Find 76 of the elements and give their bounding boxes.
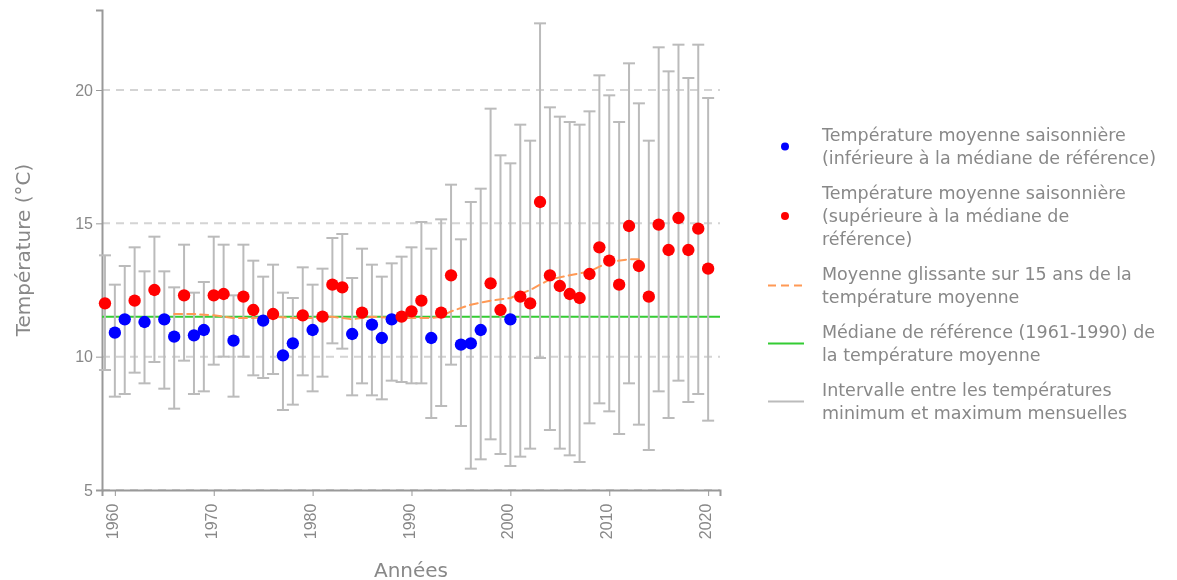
point <box>464 337 477 350</box>
legend-label: Médiane de référence (1961-1990) de la température moyenne <box>822 322 1156 365</box>
point <box>336 281 349 294</box>
point <box>593 241 606 254</box>
point <box>622 219 636 233</box>
x-tick-label: 1970 <box>202 503 220 540</box>
point <box>108 326 122 339</box>
x-tick-label: 2020 <box>697 503 715 540</box>
point <box>514 290 527 303</box>
point <box>543 269 557 282</box>
point <box>395 310 408 323</box>
point <box>276 349 290 362</box>
point <box>316 310 329 323</box>
point <box>662 243 675 257</box>
point <box>365 318 379 331</box>
point <box>187 329 201 342</box>
point <box>672 211 685 225</box>
point <box>355 306 369 319</box>
point <box>286 337 300 350</box>
point <box>494 303 507 317</box>
point <box>118 313 131 326</box>
point <box>533 195 547 209</box>
point <box>128 294 141 307</box>
point <box>474 323 487 337</box>
y-tick-label: 15 <box>75 214 94 232</box>
x-axis-title: Années <box>373 558 449 580</box>
point <box>197 323 211 337</box>
point <box>237 290 250 303</box>
point <box>444 269 458 282</box>
legend-label: Température moyenne saisonnière (supérieure à la médiane de référence) <box>821 183 1126 249</box>
point <box>583 267 596 281</box>
point <box>415 294 428 307</box>
text: Intervalle entre les températures minimum et maximum mensuelles <box>822 380 1128 423</box>
point <box>652 218 665 231</box>
legend-label: Température moyenne saisonnière (inférieure à la médiane de référence) <box>821 125 1156 168</box>
point <box>168 330 181 343</box>
point <box>523 297 537 310</box>
y-tick-label: 10 <box>75 348 94 366</box>
point <box>603 254 616 267</box>
point <box>553 279 566 293</box>
x-tick-label: 2000 <box>499 503 517 540</box>
point <box>573 291 586 305</box>
y-tick-label: 20 <box>75 81 94 99</box>
x-tick-label: 2010 <box>598 503 616 540</box>
x-tick-label: 1990 <box>400 503 418 540</box>
point <box>158 313 171 326</box>
point <box>345 327 359 341</box>
legend-label: Moyenne glissante sur 15 ans de la température moyenne <box>822 264 1132 307</box>
point <box>217 287 230 301</box>
point <box>434 306 448 319</box>
point <box>375 331 389 345</box>
point <box>504 313 517 326</box>
point <box>692 222 705 235</box>
x-tick-label: 1980 <box>301 503 319 540</box>
point <box>701 262 715 275</box>
y-axis-title: Température (°C) <box>11 163 35 338</box>
point <box>484 277 497 290</box>
point <box>227 334 240 347</box>
point <box>563 287 576 301</box>
point <box>138 315 151 329</box>
x-tick-label: 1960 <box>103 503 121 540</box>
y-tick-label: 5 <box>84 481 94 499</box>
point <box>405 305 418 318</box>
point <box>256 314 270 327</box>
point <box>642 290 655 303</box>
point <box>247 303 260 317</box>
point <box>612 278 626 291</box>
point <box>682 243 695 257</box>
point <box>98 297 112 310</box>
point <box>632 259 646 273</box>
point <box>266 307 280 321</box>
point <box>306 323 319 337</box>
point <box>177 289 191 302</box>
point <box>296 309 309 322</box>
point <box>148 283 161 297</box>
point <box>425 331 438 345</box>
